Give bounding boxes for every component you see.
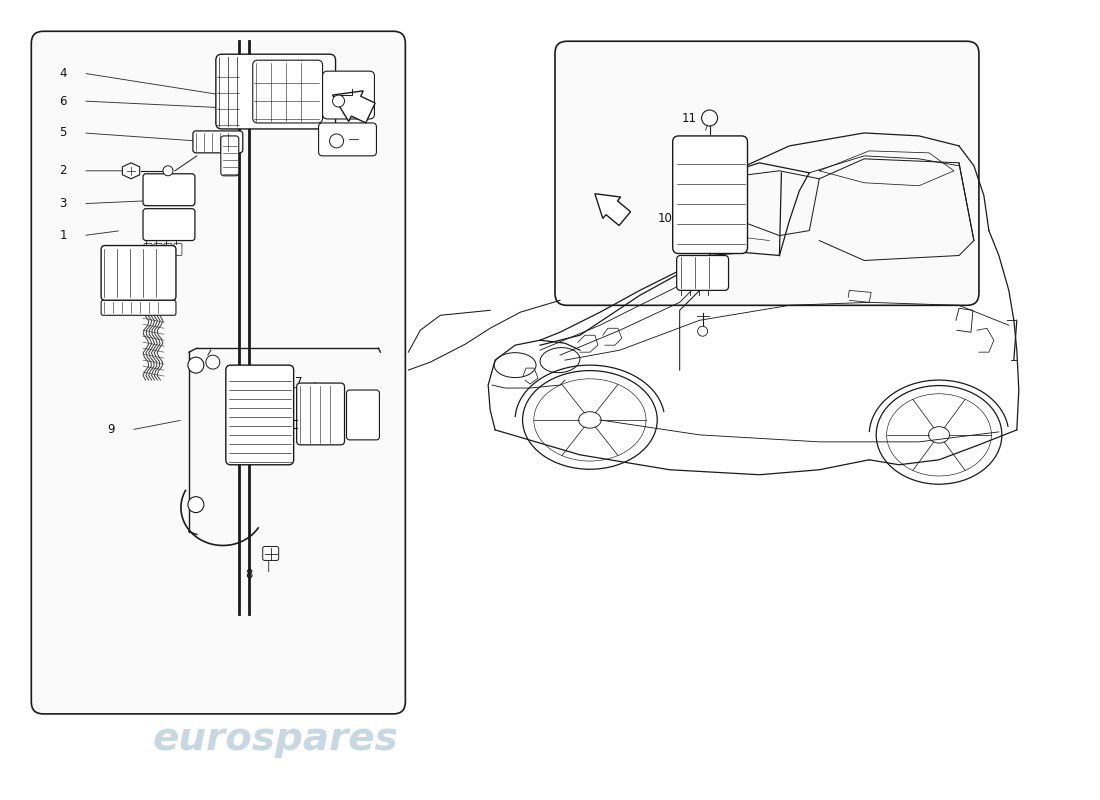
Text: 4: 4 [59,66,67,80]
FancyBboxPatch shape [676,255,728,290]
FancyArrow shape [595,194,630,226]
Text: 9: 9 [108,423,114,436]
Circle shape [330,134,343,148]
FancyArrow shape [332,91,375,123]
FancyBboxPatch shape [556,42,979,306]
FancyBboxPatch shape [322,71,374,119]
Text: 10: 10 [658,212,672,225]
FancyBboxPatch shape [346,390,380,440]
Text: eurospares: eurospares [683,230,815,250]
FancyBboxPatch shape [221,136,239,176]
FancyBboxPatch shape [226,365,294,465]
Text: 2: 2 [59,164,67,178]
FancyBboxPatch shape [216,54,336,129]
Circle shape [163,166,173,176]
Text: 7: 7 [295,375,302,389]
FancyBboxPatch shape [31,31,406,714]
FancyBboxPatch shape [101,246,176,300]
Text: 1: 1 [59,229,67,242]
Text: eurospares: eurospares [132,198,299,224]
FancyBboxPatch shape [164,243,172,255]
Circle shape [697,326,707,336]
Circle shape [188,497,204,513]
FancyBboxPatch shape [143,209,195,241]
Circle shape [188,357,204,373]
Polygon shape [122,163,140,178]
Circle shape [206,355,220,369]
Text: 5: 5 [59,126,67,139]
FancyBboxPatch shape [253,60,322,123]
Text: eurospares: eurospares [653,241,846,270]
FancyBboxPatch shape [263,546,278,561]
Circle shape [332,95,344,107]
Circle shape [702,110,717,126]
FancyBboxPatch shape [101,300,176,315]
Text: 3: 3 [59,197,67,210]
Text: eurospares: eurospares [153,720,398,758]
FancyBboxPatch shape [174,243,182,255]
FancyBboxPatch shape [144,243,152,255]
Text: 11: 11 [682,113,697,126]
FancyBboxPatch shape [297,383,344,445]
FancyBboxPatch shape [673,136,748,254]
FancyBboxPatch shape [319,123,376,156]
FancyBboxPatch shape [154,243,162,255]
Text: 8: 8 [245,568,253,581]
FancyBboxPatch shape [143,174,195,206]
FancyBboxPatch shape [192,131,243,153]
Text: 6: 6 [59,94,67,107]
